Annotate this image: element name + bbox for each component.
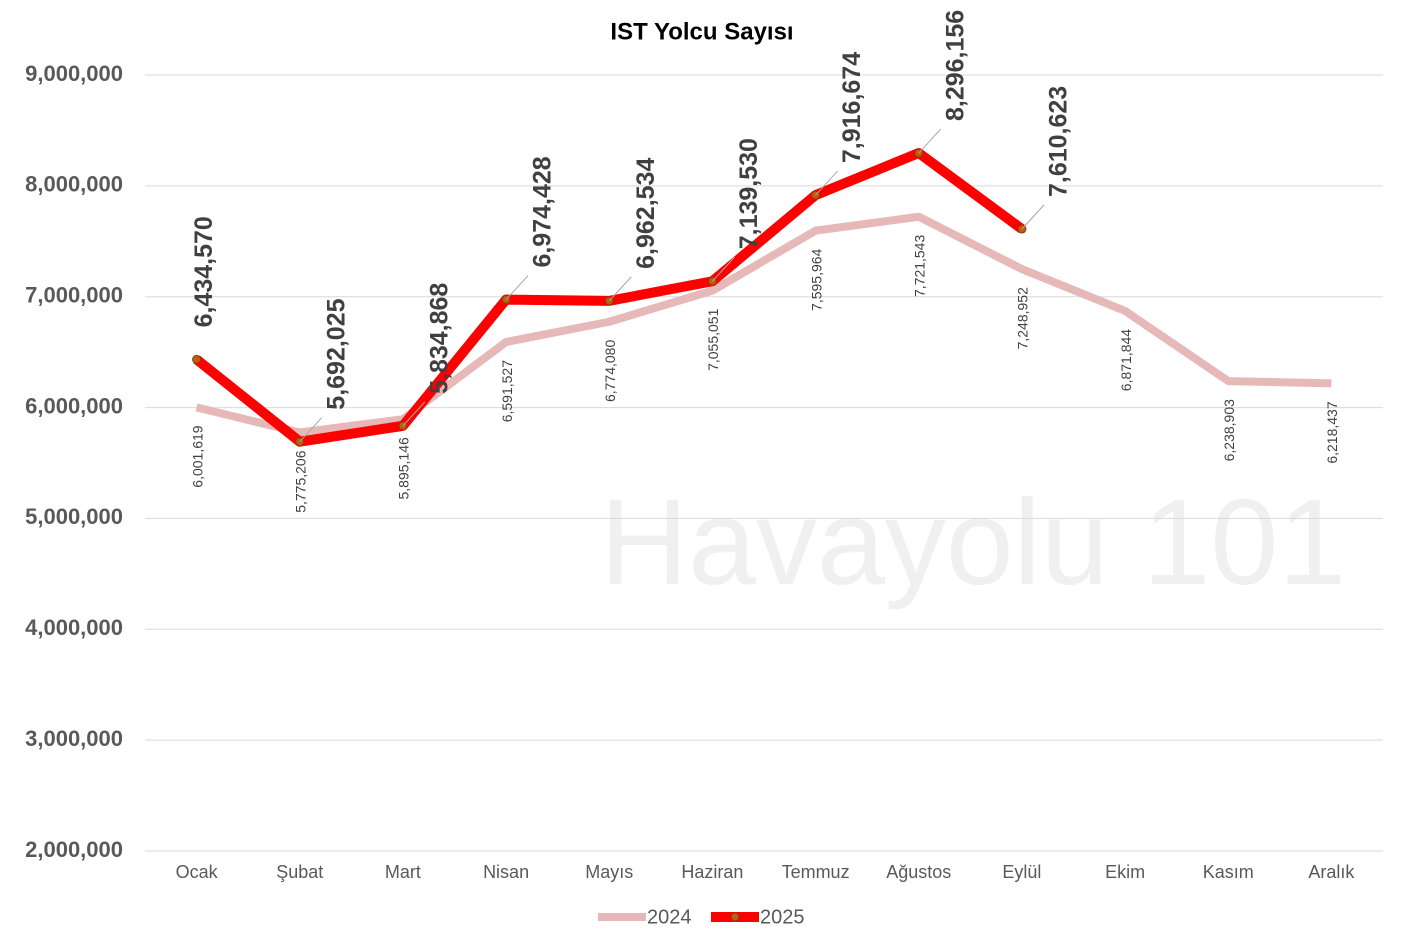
data-label: 7,139,530 xyxy=(735,138,763,249)
chart-title: IST Yolcu Sayısı xyxy=(610,18,793,45)
data-label: 5,834,868 xyxy=(426,283,454,394)
x-tick-label: Ağustos xyxy=(886,862,951,882)
x-tick-label: Temmuz xyxy=(782,862,850,882)
x-tick-label: Kasım xyxy=(1203,862,1254,882)
legend-marker xyxy=(730,912,740,922)
leader-line xyxy=(505,275,529,300)
y-tick-label: 7,000,000 xyxy=(25,283,123,308)
y-tick-label: 5,000,000 xyxy=(25,504,123,529)
y-tick-label: 3,000,000 xyxy=(25,726,123,751)
data-label: 6,871,844 xyxy=(1118,329,1134,391)
data-label: 7,916,674 xyxy=(838,52,866,163)
data-label: 8,296,156 xyxy=(941,10,969,121)
x-tick-label: Mart xyxy=(385,862,421,882)
y-tick-label: 4,000,000 xyxy=(25,615,123,640)
data-label: 7,610,623 xyxy=(1045,86,1073,197)
x-tick-label: Ekim xyxy=(1105,862,1145,882)
data-label: 6,434,570 xyxy=(190,216,218,327)
data-label: 5,692,025 xyxy=(322,298,350,409)
leader-line xyxy=(815,170,838,196)
marker xyxy=(192,354,202,364)
y-tick-label: 8,000,000 xyxy=(25,172,123,197)
data-label: 6,591,527 xyxy=(499,360,515,422)
data-label: 6,238,903 xyxy=(1221,399,1237,461)
y-tick-label: 9,000,000 xyxy=(25,61,123,86)
x-tick-label: Nisan xyxy=(483,862,529,882)
legend-label: 2024 xyxy=(647,906,692,928)
data-label: 6,774,080 xyxy=(602,340,618,402)
data-label: 6,974,428 xyxy=(529,156,557,267)
x-tick-label: Eylül xyxy=(1002,862,1041,882)
data-label: 6,218,437 xyxy=(1324,401,1340,463)
leader-line xyxy=(402,401,426,427)
x-tick-label: Haziran xyxy=(681,862,743,882)
data-label: 7,055,051 xyxy=(705,308,721,370)
legend-label: 2025 xyxy=(760,906,805,928)
data-label: 5,775,206 xyxy=(292,450,308,512)
leader-line xyxy=(712,256,735,282)
leader-line xyxy=(918,128,942,154)
leader-line xyxy=(1021,204,1045,230)
data-label: 7,595,964 xyxy=(808,248,824,310)
data-label: 5,895,146 xyxy=(396,437,412,499)
data-label: 7,721,543 xyxy=(911,235,927,297)
watermark: Havayolu 101 xyxy=(600,474,1346,610)
y-tick-label: 2,000,000 xyxy=(25,837,123,862)
x-tick-label: Ocak xyxy=(176,862,219,882)
data-label: 7,248,952 xyxy=(1015,287,1031,349)
x-tick-label: Aralık xyxy=(1308,862,1355,882)
y-tick-label: 6,000,000 xyxy=(25,393,123,418)
data-label: 6,962,534 xyxy=(632,158,660,269)
leader-line xyxy=(299,417,323,443)
data-label: 6,001,619 xyxy=(189,425,205,487)
leader-line xyxy=(608,276,632,302)
x-tick-label: Mayıs xyxy=(585,862,633,882)
series-line xyxy=(195,212,1332,437)
x-tick-label: Şubat xyxy=(276,862,323,882)
